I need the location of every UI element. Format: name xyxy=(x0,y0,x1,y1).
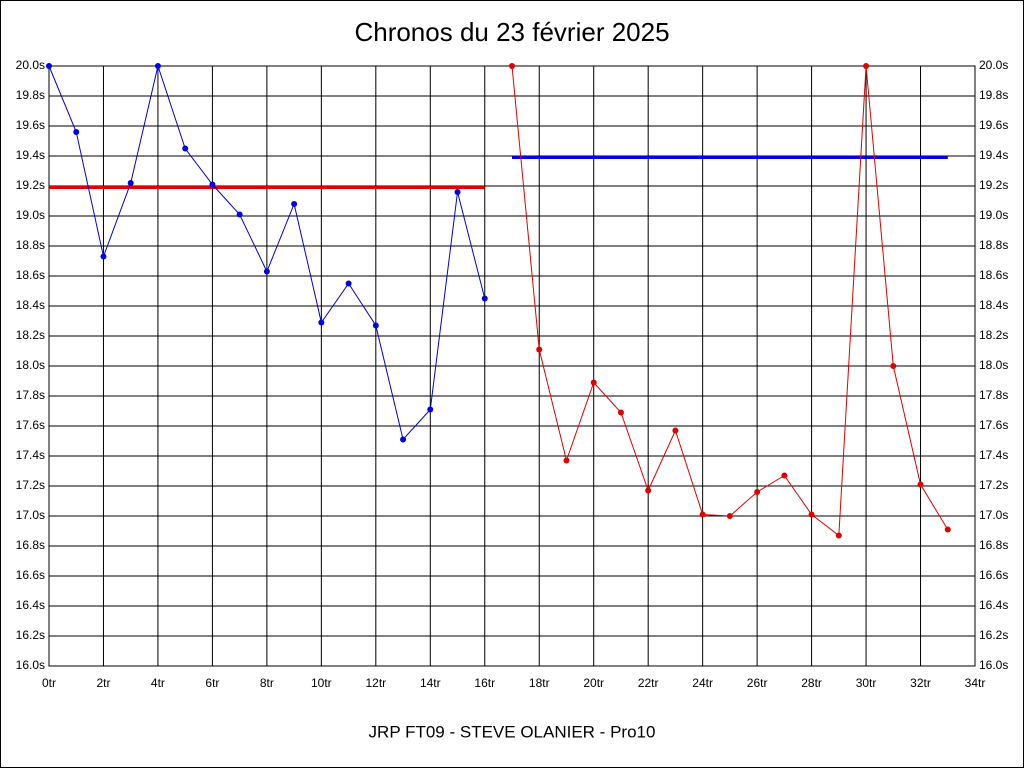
data-point xyxy=(481,295,488,302)
y2-tick-label: 19.4s xyxy=(979,148,1008,162)
y2-tick-label: 19.6s xyxy=(979,118,1008,132)
x-tick-label: 12tr xyxy=(365,676,386,690)
data-point xyxy=(672,427,679,434)
data-point xyxy=(563,457,570,464)
y2-tick-label: 16.4s xyxy=(979,598,1008,612)
data-point xyxy=(590,379,597,386)
data-point xyxy=(73,129,80,135)
data-point xyxy=(944,526,951,533)
y-tick-label: 19.8s xyxy=(16,88,45,102)
y2-tick-label: 18.0s xyxy=(979,358,1008,372)
x-tick-label: 26tr xyxy=(747,676,768,690)
data-point xyxy=(781,472,788,479)
x-tick-label: 28tr xyxy=(801,676,822,690)
data-point xyxy=(263,268,270,275)
y2-tick-label: 18.8s xyxy=(979,238,1008,252)
x-tick-label: 22tr xyxy=(638,676,659,690)
y2-tick-label: 18.4s xyxy=(979,298,1008,312)
data-point xyxy=(291,201,298,207)
data-point xyxy=(427,406,434,413)
y-tick-label: 19.4s xyxy=(16,148,45,162)
chart-subtitle: JRP FT09 - STEVE OLANIER - Pro10 xyxy=(369,722,656,741)
y-tick-label: 19.2s xyxy=(16,178,45,192)
x-tick-label: 6tr xyxy=(205,676,219,690)
data-point xyxy=(617,409,624,416)
data-point xyxy=(154,63,161,69)
y2-tick-label: 19.8s xyxy=(979,88,1008,102)
data-point xyxy=(127,180,134,186)
y2-tick-label: 17.8s xyxy=(979,388,1008,402)
x-tick-label: 10tr xyxy=(311,676,332,690)
data-point xyxy=(726,513,733,519)
x-tick-label: 34tr xyxy=(965,676,986,690)
data-point xyxy=(863,63,870,69)
y2-tick-label: 20.0s xyxy=(979,58,1008,72)
x-tick-label: 32tr xyxy=(910,676,931,690)
x-tick-label: 18tr xyxy=(529,676,550,690)
data-point xyxy=(699,511,706,518)
y-tick-label: 20.0s xyxy=(16,58,45,72)
y2-tick-label: 16.2s xyxy=(979,628,1008,642)
data-point xyxy=(318,319,325,326)
y2-tick-label: 17.6s xyxy=(979,418,1008,432)
x-tick-label: 30tr xyxy=(856,676,877,690)
data-point xyxy=(917,481,924,488)
y2-tick-label: 18.2s xyxy=(979,328,1008,342)
x-tick-label: 20tr xyxy=(583,676,604,690)
chart-title: Chronos du 23 février 2025 xyxy=(354,17,669,47)
data-point xyxy=(372,322,379,329)
data-point xyxy=(100,253,107,260)
y2-tick-label: 19.2s xyxy=(979,178,1008,192)
data-point xyxy=(236,211,243,218)
y-tick-label: 19.6s xyxy=(16,118,45,132)
y2-tick-label: 18.6s xyxy=(979,268,1008,282)
y-tick-label: 17.4s xyxy=(16,448,45,462)
data-point xyxy=(835,532,842,539)
y2-tick-label: 17.4s xyxy=(979,448,1008,462)
data-point xyxy=(536,346,543,353)
y-tick-label: 18.2s xyxy=(16,328,45,342)
y-tick-label: 16.0s xyxy=(16,658,45,672)
data-point xyxy=(454,189,461,195)
data-point xyxy=(890,363,897,369)
data-point xyxy=(209,181,216,188)
y-tick-label: 16.6s xyxy=(16,568,45,582)
y2-tick-label: 16.8s xyxy=(979,538,1008,552)
x-tick-label: 0tr xyxy=(42,676,56,690)
data-point xyxy=(754,489,761,495)
y-tick-label: 18.4s xyxy=(16,298,45,312)
x-tick-label: 2tr xyxy=(96,676,110,690)
x-tick-label: 4tr xyxy=(151,676,165,690)
y-tick-label: 17.0s xyxy=(16,508,45,522)
y2-tick-label: 16.6s xyxy=(979,568,1008,582)
data-point xyxy=(345,280,352,287)
y2-tick-label: 16.0s xyxy=(979,658,1008,672)
y-tick-label: 16.2s xyxy=(16,628,45,642)
y-tick-label: 19.0s xyxy=(16,208,45,222)
data-point xyxy=(46,63,52,69)
y-tick-label: 17.6s xyxy=(16,418,45,432)
y2-tick-label: 17.0s xyxy=(979,508,1008,522)
x-tick-label: 8tr xyxy=(260,676,274,690)
y-tick-label: 16.4s xyxy=(16,598,45,612)
y2-tick-label: 19.0s xyxy=(979,208,1008,222)
x-tick-label: 14tr xyxy=(420,676,441,690)
y-tick-label: 18.8s xyxy=(16,238,45,252)
y-tick-label: 18.6s xyxy=(16,268,45,282)
y2-tick-label: 17.2s xyxy=(979,478,1008,492)
x-tick-label: 24tr xyxy=(692,676,713,690)
data-point xyxy=(400,436,407,443)
y-tick-label: 17.2s xyxy=(16,478,45,492)
x-tick-label: 16tr xyxy=(474,676,495,690)
data-point xyxy=(509,63,515,69)
y-tick-label: 16.8s xyxy=(16,538,45,552)
data-point xyxy=(808,511,815,518)
y-tick-label: 18.0s xyxy=(16,358,45,372)
y-tick-label: 17.8s xyxy=(16,388,45,402)
data-point xyxy=(182,145,189,152)
data-point xyxy=(645,487,652,494)
